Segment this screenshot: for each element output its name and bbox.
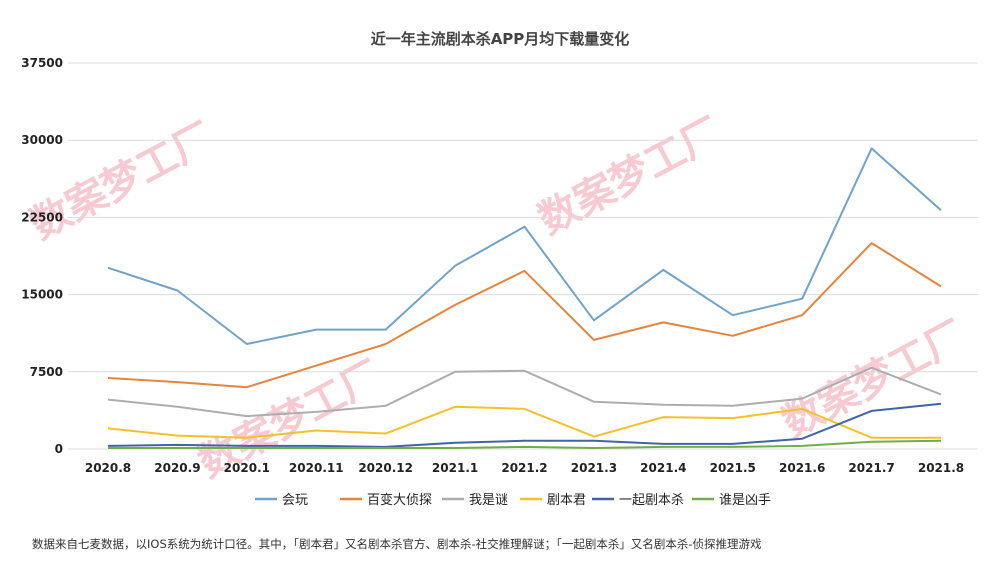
source-footnote: 数据来自七麦数据，以IOS系统为统计口径。其中，「剧本君」又名剧本杀官方、剧本杀… <box>32 537 762 551</box>
series-line <box>107 242 942 389</box>
watermark-text: 数案梦工厂 <box>775 312 973 447</box>
y-tick-label: 0 <box>55 442 63 456</box>
y-tick-label: 22500 <box>21 210 63 224</box>
series-line <box>107 366 942 418</box>
series-lines <box>107 147 942 449</box>
x-tick-label: 2020.12 <box>358 461 413 475</box>
y-tick-label: 30000 <box>21 133 63 147</box>
x-tick-label: 2021.4 <box>640 461 686 475</box>
x-tick-label: 2020.1 <box>224 461 270 475</box>
x-tick-label: 2021.8 <box>918 461 964 475</box>
x-tick-label: 2020.11 <box>289 461 344 475</box>
x-tick-label: 2021.2 <box>501 461 547 475</box>
legend-label: 剧本君 <box>547 493 586 508</box>
y-tick-label: 7500 <box>30 365 63 379</box>
series-line <box>107 402 942 448</box>
x-tick-label: 2021.1 <box>432 461 478 475</box>
x-tick-label: 2021.3 <box>571 461 617 475</box>
series-line <box>107 147 942 345</box>
y-tick-label: 37500 <box>21 56 63 70</box>
legend-label: 百变大侦探 <box>367 492 432 508</box>
legend-label: 谁是凶手 <box>719 493 771 508</box>
x-tick-label: 2021.7 <box>848 461 894 475</box>
legend-label: 一起剧本杀 <box>619 493 684 508</box>
legend-label: 我是谜 <box>469 493 508 508</box>
x-tick-label: 2021.5 <box>710 461 756 475</box>
series-line <box>107 405 941 439</box>
chart-title: 近一年主流剧本杀APP月均下载量变化 <box>371 30 630 48</box>
series-line <box>108 439 942 449</box>
x-tick-label: 2020.9 <box>154 461 200 475</box>
legend-label: 会玩 <box>282 493 308 508</box>
y-tick-label: 15000 <box>21 288 63 302</box>
x-axis-ticks: 2020.8 2020.9 2020.1 2020.11 2020.12 2021.1 20… <box>85 461 964 475</box>
legend: 会玩 百变大侦探 我是谜 剧本君 一起剧本杀 谁是凶手 <box>255 492 771 508</box>
x-tick-label: 2021.6 <box>779 461 825 475</box>
x-tick-label: 2020.8 <box>85 461 131 475</box>
watermark-text: 数案梦工厂 <box>531 109 729 244</box>
y-axis-ticks: 0 7500 15000 22500 30000 37500 <box>21 56 63 456</box>
